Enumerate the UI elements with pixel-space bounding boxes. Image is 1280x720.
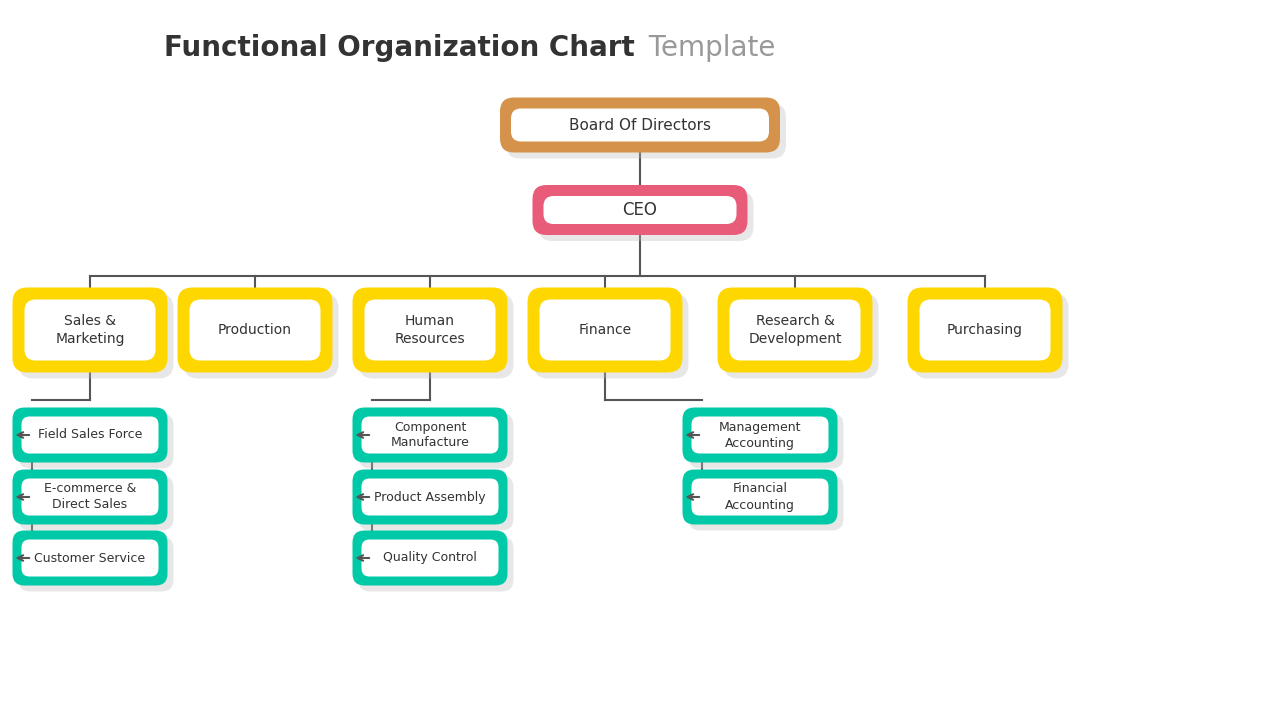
Text: Management
Accounting: Management Accounting [719,420,801,449]
FancyBboxPatch shape [13,408,168,462]
FancyBboxPatch shape [361,539,498,577]
FancyBboxPatch shape [500,97,780,153]
FancyBboxPatch shape [13,469,168,524]
FancyBboxPatch shape [682,469,837,524]
FancyBboxPatch shape [361,416,498,454]
Text: Purchasing: Purchasing [947,323,1023,337]
FancyBboxPatch shape [682,408,837,462]
FancyBboxPatch shape [352,531,507,585]
FancyBboxPatch shape [352,469,507,524]
FancyBboxPatch shape [527,287,682,372]
Text: Finance: Finance [579,323,631,337]
FancyBboxPatch shape [22,416,159,454]
Text: Field Sales Force: Field Sales Force [38,428,142,441]
FancyBboxPatch shape [730,300,860,361]
FancyBboxPatch shape [358,294,513,379]
Text: Quality Control: Quality Control [383,552,477,564]
FancyBboxPatch shape [919,300,1051,361]
FancyBboxPatch shape [18,413,174,469]
FancyBboxPatch shape [22,479,159,516]
Text: Product Assembly: Product Assembly [374,490,486,503]
FancyBboxPatch shape [361,479,498,516]
Text: Financial
Accounting: Financial Accounting [724,482,795,511]
FancyBboxPatch shape [691,416,828,454]
FancyBboxPatch shape [183,294,338,379]
FancyBboxPatch shape [18,294,174,379]
FancyBboxPatch shape [506,104,786,158]
FancyBboxPatch shape [358,475,513,531]
FancyBboxPatch shape [13,531,168,585]
FancyBboxPatch shape [723,294,878,379]
FancyBboxPatch shape [689,475,844,531]
Text: Board Of Directors: Board Of Directors [570,117,710,132]
FancyBboxPatch shape [358,536,513,592]
FancyBboxPatch shape [365,300,495,361]
FancyBboxPatch shape [13,287,168,372]
FancyBboxPatch shape [18,475,174,531]
FancyBboxPatch shape [352,408,507,462]
Text: Sales &
Marketing: Sales & Marketing [55,315,124,346]
FancyBboxPatch shape [24,300,155,361]
Text: Component
Manufacture: Component Manufacture [390,420,470,449]
Text: Human
Resources: Human Resources [394,315,466,346]
FancyBboxPatch shape [914,294,1069,379]
FancyBboxPatch shape [532,185,748,235]
Text: Production: Production [218,323,292,337]
FancyBboxPatch shape [539,191,754,241]
FancyBboxPatch shape [534,294,689,379]
Text: Template: Template [640,34,776,62]
Text: E-commerce &
Direct Sales: E-commerce & Direct Sales [44,482,136,511]
FancyBboxPatch shape [189,300,320,361]
FancyBboxPatch shape [352,287,507,372]
FancyBboxPatch shape [22,539,159,577]
FancyBboxPatch shape [358,413,513,469]
FancyBboxPatch shape [691,479,828,516]
Text: CEO: CEO [622,201,658,219]
FancyBboxPatch shape [908,287,1062,372]
FancyBboxPatch shape [689,413,844,469]
FancyBboxPatch shape [544,196,736,224]
FancyBboxPatch shape [511,109,769,142]
FancyBboxPatch shape [539,300,671,361]
Text: Research &
Development: Research & Development [749,315,842,346]
FancyBboxPatch shape [718,287,873,372]
Text: Customer Service: Customer Service [35,552,146,564]
Text: Functional Organization Chart: Functional Organization Chart [164,34,635,62]
FancyBboxPatch shape [18,536,174,592]
FancyBboxPatch shape [178,287,333,372]
